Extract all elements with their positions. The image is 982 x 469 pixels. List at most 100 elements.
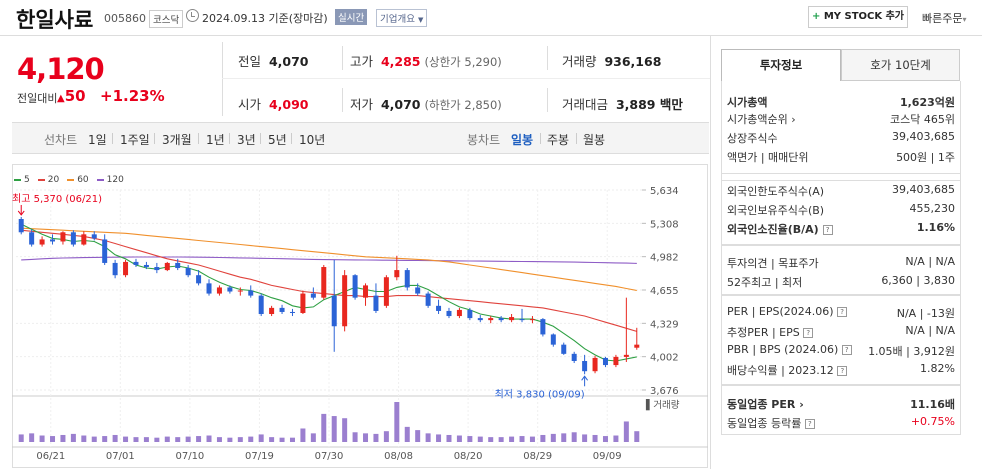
low-annotation: 최저 3,830 (09/09) (495, 388, 585, 400)
volume-value: 936,168 (604, 54, 662, 69)
help-icon[interactable]: ? (804, 419, 815, 429)
volume-bar (602, 436, 608, 442)
info-box-industry (721, 385, 961, 435)
candle-body (18, 219, 24, 233)
foreign-hold-label: 외국인보유주식수(B) (727, 204, 825, 217)
company-overview-dropdown[interactable]: 기업개요 ▼ (376, 9, 428, 27)
tab-invest-info[interactable]: 투자정보 (721, 49, 841, 81)
volume-bar (133, 437, 139, 442)
volume-bar (269, 437, 275, 442)
volume-bar (206, 435, 212, 442)
opinion-label: 투자의견 | 목표주가 (727, 257, 819, 270)
candle-body (477, 318, 483, 321)
info-box-market (721, 81, 961, 181)
info-panel (710, 36, 982, 469)
low-price: 저가 4,070 (하한가 2,850) (350, 94, 502, 113)
volume-bar (352, 432, 358, 442)
low-arrowhead (581, 375, 589, 381)
price-chart[interactable]: 5,634 5,308 4,982 4,655 4,329 4,002 3,676 06/21… (12, 164, 708, 469)
foreign-hold-value: 455,230 (909, 202, 956, 215)
realtime-button[interactable]: 실시간 (335, 9, 368, 25)
help-icon[interactable]: ? (822, 225, 833, 235)
candle-body (592, 357, 598, 372)
info-foreign-ratio: 외국인소진율(B/A) ? 1.16% (727, 221, 955, 238)
candle-body (300, 293, 306, 313)
my-stock-label: MY STOCK 추가 (823, 11, 905, 22)
volume-bar (185, 436, 191, 442)
volume-bar (154, 437, 160, 442)
info-foreign-limit: 외국인한도주식수(A) 39,403,685 (727, 183, 955, 200)
volume-bar (164, 436, 170, 442)
info-industry-rate: 동일업종 등락률 ? +0.75% (727, 415, 955, 432)
volume-bar (60, 434, 66, 442)
help-icon[interactable]: ? (837, 307, 848, 317)
ma-legend-item[interactable]: 5 (14, 175, 30, 185)
quick-order-dropdown[interactable]: 빠른주문▾ (922, 10, 967, 26)
volume-bar (258, 434, 264, 442)
volume-bar (279, 437, 285, 442)
period-1w[interactable]: 1주일 (120, 133, 150, 147)
chevron-down-icon: ▼ (418, 16, 424, 24)
open-price: 시가 4,090 (238, 94, 309, 113)
candle-body (321, 267, 327, 298)
candle-body (279, 307, 285, 312)
quote-datetime: 2024.09.13 기준(장마감) (202, 12, 328, 25)
info-box-valuation (721, 295, 961, 385)
candle-body (456, 309, 462, 317)
help-icon[interactable]: ? (837, 366, 848, 376)
period-weekly[interactable]: 주봉 (547, 133, 570, 147)
period-5y[interactable]: 5년 (268, 133, 287, 147)
candle-body (269, 307, 275, 315)
est-per-eps-label: 추정PER | EPS ? (727, 324, 814, 340)
market-cap-rank-label: 시가총액순위 › (727, 111, 796, 127)
ma-legend-item[interactable]: 60 (67, 175, 89, 185)
period-monthly[interactable]: 월봉 (583, 133, 606, 147)
divider (547, 88, 548, 112)
candle-body (342, 275, 348, 327)
change-label: 전일대비 (17, 92, 58, 105)
foreign-limit-label: 외국인한도주식수(A) (727, 185, 825, 198)
info-industry-per[interactable]: 동일업종 PER › 11.16배 (727, 396, 955, 413)
period-10y[interactable]: 10년 (299, 133, 326, 147)
period-1d[interactable]: 1일 (88, 133, 107, 147)
prev-close-label: 전일 (238, 54, 262, 69)
volume-bar (39, 435, 45, 442)
help-icon[interactable]: ? (803, 328, 814, 338)
market-cap-rank-value: 코스닥 465위 (890, 113, 955, 126)
info-market-cap-rank[interactable]: 시가총액순위 › 코스닥 465위 (727, 111, 955, 128)
period-daily[interactable]: 일봉 (511, 133, 534, 147)
est-per-eps-value: N/A | N/A (905, 324, 955, 337)
tab-order-book[interactable]: 호가 10단계 (841, 49, 960, 81)
ma-legend-item[interactable]: 120 (96, 175, 124, 185)
change-amount: 50 (64, 87, 86, 105)
candle-body (519, 319, 525, 321)
x-tick-label: 08/08 (384, 451, 413, 462)
open-label: 시가 (238, 97, 262, 112)
candle-body (310, 293, 316, 298)
x-tick-label: 07/19 (245, 451, 274, 462)
dividend-label: 배당수익률 | 2023.12 ? (727, 362, 848, 378)
candle-body (623, 354, 629, 357)
divider (154, 133, 155, 144)
candle-body (571, 353, 577, 361)
volume-label: ▌거래량 (645, 399, 680, 411)
period-3m[interactable]: 3개월 (162, 133, 192, 147)
foreign-ratio-value: 1.16% (916, 221, 955, 234)
candle-body (133, 261, 139, 265)
volume-bar (519, 436, 525, 442)
candle-body (216, 287, 222, 294)
candle-body (436, 305, 442, 311)
line-chart-label: 선차트 (44, 133, 78, 147)
help-icon[interactable]: ? (841, 345, 852, 355)
industry-per-text: 동일업종 PER (727, 398, 796, 411)
pbr-bps-value: 1.05배 | 3,912원 (868, 345, 955, 358)
ma-legend-item[interactable]: 20 (37, 175, 59, 185)
my-stock-add-button[interactable]: + MY STOCK 추가 (808, 6, 908, 28)
candle-body (248, 290, 254, 296)
x-tick-label: 06/21 (36, 451, 65, 462)
industry-per-value: 11.16배 (910, 398, 955, 411)
info-per-eps: PER | EPS(2024.06) ? N/A | -13원 (727, 305, 955, 322)
volume-bar (509, 436, 515, 442)
period-1y[interactable]: 1년 (206, 133, 225, 147)
period-3y[interactable]: 3년 (237, 133, 256, 147)
